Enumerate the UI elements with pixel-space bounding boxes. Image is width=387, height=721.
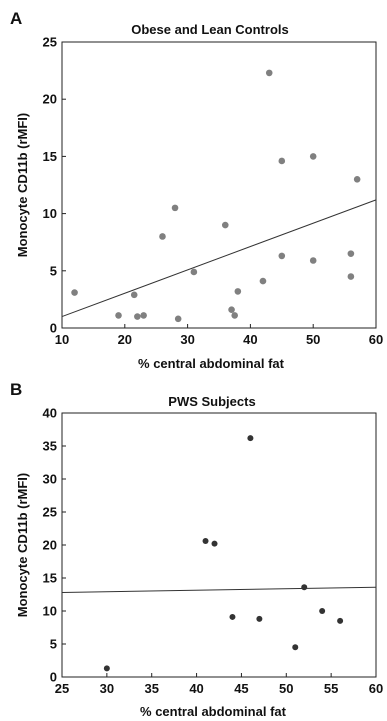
y-tick-label: 40 [43, 406, 57, 421]
y-tick-label: 10 [43, 206, 57, 221]
chart-title-b: PWS Subjects [168, 394, 255, 409]
data-point [278, 252, 286, 260]
data-point [115, 312, 122, 319]
data-point [259, 277, 267, 285]
y-tick-label: 5 [50, 263, 57, 278]
x-axis-label-b: % central abdominal fat [140, 704, 287, 719]
data-point [171, 204, 179, 212]
x-tick-label: 20 [118, 332, 132, 347]
data-point [309, 257, 317, 264]
y-axis-label-b: Monocyte CD11b (rMFI) [15, 473, 30, 617]
x-axis-label-a: % central abdominal fat [138, 356, 285, 371]
data-point [130, 291, 138, 299]
plot-frame-a [61, 41, 377, 329]
y-ticks-a: 0 5 10 15 20 25 [43, 35, 66, 336]
chart-title-a: Obese and Lean Controls [131, 22, 288, 37]
data-point [347, 250, 355, 257]
y-axis-label-a: Monocyte CD11b (rMFI) [15, 113, 30, 257]
data-point [159, 233, 166, 240]
y-tick-label: 0 [50, 321, 57, 336]
y-tick-label: 30 [43, 472, 57, 487]
panel-b: B PWS Subjects 0 5 10 15 20 25 30 35 40 25 30 35 40… [10, 380, 383, 719]
data-point [353, 175, 361, 183]
x-tick-label: 25 [55, 681, 69, 696]
x-tick-label: 60 [369, 681, 383, 696]
data-point [228, 306, 235, 313]
data-point [103, 665, 110, 672]
x-tick-label: 35 [144, 681, 158, 696]
x-tick-label: 30 [180, 332, 194, 347]
data-point [337, 617, 344, 624]
y-ticks-b: 0 5 10 15 20 25 30 35 40 [43, 406, 66, 685]
data-point [234, 288, 242, 295]
y-tick-label: 25 [43, 505, 57, 520]
data-point [319, 608, 326, 614]
x-tick-label: 60 [369, 332, 383, 347]
x-tick-label: 40 [189, 681, 203, 696]
data-point [202, 538, 209, 545]
data-point [221, 221, 229, 229]
data-point [256, 615, 263, 622]
data-point [265, 69, 273, 77]
data-point [211, 540, 218, 547]
regression-line-b [61, 586, 377, 594]
x-ticks-a: 10 20 30 40 50 60 [55, 324, 383, 347]
y-tick-label: 5 [50, 637, 57, 652]
data-point [278, 157, 286, 165]
data-points-b [103, 435, 344, 672]
data-point [134, 313, 141, 320]
regression-line-a [61, 199, 377, 318]
data-points-a [71, 69, 361, 323]
x-tick-label: 45 [234, 681, 248, 696]
data-point [292, 644, 299, 651]
data-point [174, 315, 182, 323]
y-tick-label: 15 [43, 571, 57, 586]
data-point [190, 268, 198, 276]
y-tick-label: 15 [43, 149, 57, 164]
data-point [301, 584, 308, 591]
x-ticks-b: 25 30 35 40 45 50 55 60 [55, 673, 383, 696]
x-tick-label: 55 [324, 681, 338, 696]
panel-a: A Obese and Lean Controls 0 5 10 15 20 25 10 2… [10, 9, 383, 371]
x-tick-label: 40 [243, 332, 257, 347]
plot-frame-b [61, 412, 377, 678]
panel-letter-a: A [10, 9, 22, 28]
x-tick-label: 30 [100, 681, 114, 696]
y-tick-label: 35 [43, 439, 57, 454]
y-tick-label: 20 [43, 538, 57, 553]
data-point [247, 435, 254, 442]
data-point [71, 289, 78, 296]
y-tick-label: 25 [43, 35, 57, 50]
data-point [347, 273, 355, 280]
y-tick-label: 10 [43, 604, 57, 619]
data-point [309, 153, 317, 160]
y-tick-label: 0 [50, 670, 57, 685]
x-tick-label: 10 [55, 332, 69, 347]
x-tick-label: 50 [306, 332, 320, 347]
panel-letter-b: B [10, 380, 22, 399]
data-point [229, 613, 236, 620]
x-tick-label: 50 [279, 681, 293, 696]
data-point [140, 312, 147, 319]
y-tick-label: 20 [43, 92, 57, 107]
data-point [231, 312, 238, 319]
